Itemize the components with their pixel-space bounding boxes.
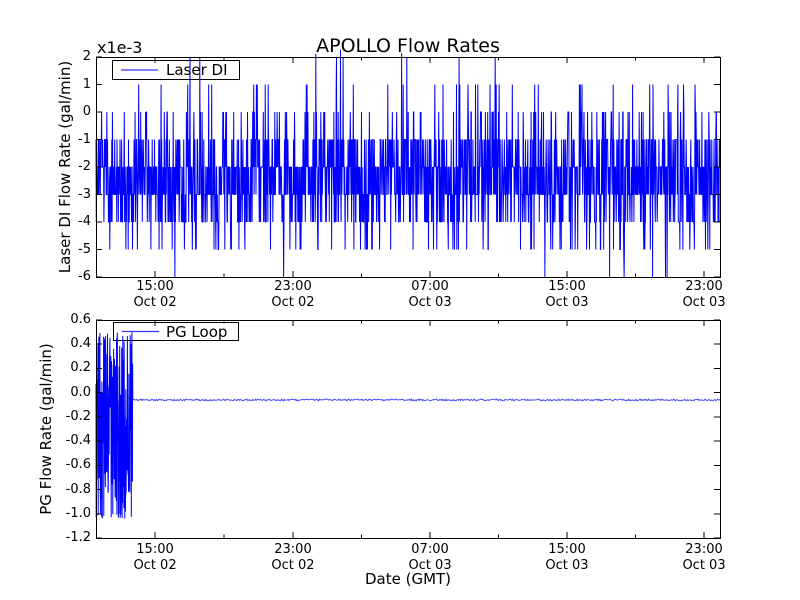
y-tick-label: -4 xyxy=(78,214,91,229)
y-tick-label: -5 xyxy=(78,241,91,257)
y-tick-label: -1 xyxy=(78,131,91,147)
y-tick-label: -0.6 xyxy=(65,457,91,473)
y-tick-label: -0.2 xyxy=(65,408,91,424)
x-tick-label: 15:00 Oct 03 xyxy=(545,542,589,573)
legend-box xyxy=(113,322,239,341)
laser-di-series-line xyxy=(95,49,721,278)
x-tick-label: 23:00 Oct 03 xyxy=(682,279,726,310)
y-tick-label: 1 xyxy=(82,76,91,92)
y-tick-label: -2 xyxy=(78,159,91,174)
x-tick-label: 15:00 Oct 02 xyxy=(133,279,177,310)
y-tick-label: -1.0 xyxy=(65,505,91,521)
y-axis-label-laser-di: Laser DI Flow Rate (gal/min) xyxy=(56,60,74,274)
x-tick-label: 23:00 Oct 02 xyxy=(271,542,315,573)
x-tick-label: 07:00 Oct 03 xyxy=(408,279,452,310)
x-tick-label: 07:00 Oct 03 xyxy=(408,542,452,573)
y-tick-label: 0.6 xyxy=(70,312,91,327)
y-tick-label: -0.8 xyxy=(65,481,91,497)
y-axis-offset-label: x1e-3 xyxy=(97,38,143,57)
pg-loop-burst-line xyxy=(95,332,134,519)
y-tick-label: -3 xyxy=(78,186,91,202)
y-tick-label: 0.0 xyxy=(70,384,91,400)
y-tick-label: -6 xyxy=(78,269,91,284)
y-tick-label: -0.4 xyxy=(65,433,91,449)
y-tick-label: 0.4 xyxy=(70,336,91,352)
x-tick-label: 15:00 Oct 02 xyxy=(133,542,177,573)
x-axis-label: Date (GMT) xyxy=(364,570,452,588)
laser-di-plot xyxy=(95,49,721,278)
y-tick-label: 2 xyxy=(82,49,91,64)
y-tick-label: -1.2 xyxy=(65,530,91,545)
y-tick-label: 0 xyxy=(82,104,91,119)
x-tick-label: 23:00 Oct 03 xyxy=(682,542,726,573)
legend-label-pg-loop: PG Loop xyxy=(166,323,228,341)
legend-box xyxy=(112,60,240,80)
legend-label-laser-di: Laser DI xyxy=(166,61,228,79)
axes-frame xyxy=(96,320,721,539)
y-axis-label-pg-loop: PG Flow Rate (gal/min) xyxy=(37,343,55,515)
x-tick-label: 15:00 Oct 03 xyxy=(545,279,589,310)
pg-loop-steady-line xyxy=(132,398,721,402)
pg-loop-plot xyxy=(95,319,721,539)
y-tick-label: 0.2 xyxy=(70,360,91,376)
x-tick-label: 23:00 Oct 02 xyxy=(271,279,315,310)
chart-title: APOLLO Flow Rates xyxy=(316,35,500,57)
